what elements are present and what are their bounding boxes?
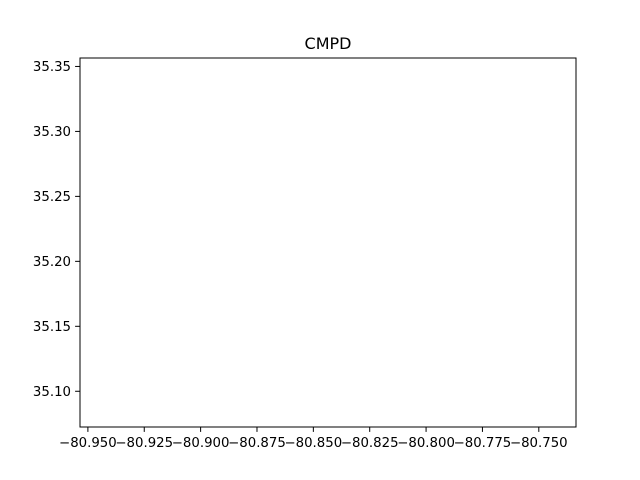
y-tick-label: 35.35 [33,60,71,75]
plot-frame [79,57,577,428]
x-tick-label: −80.900 [172,436,230,451]
y-tick-label: 35.15 [33,320,71,335]
y-tick-label: 35.30 [33,125,71,140]
x-tick-label: −80.800 [397,436,455,451]
x-tick-label: −80.850 [285,436,343,451]
x-tick-label: −80.825 [341,436,399,451]
x-tick-label: −80.925 [115,436,173,451]
x-tick-label: −80.775 [454,436,512,451]
plot-area-background [80,58,576,427]
x-tick-label: −80.950 [59,436,117,451]
x-tick-label: −80.875 [228,436,286,451]
y-tick-label: 35.20 [33,255,71,270]
x-tick-label: −80.750 [510,436,568,451]
x-axis: −80.950−80.925−80.900−80.875−80.850−80.8… [59,427,568,451]
chart-title: CMPD [305,34,352,53]
y-tick-label: 35.25 [33,190,71,205]
y-axis: 35.10 35.15 35.20 35.25 35.30 35.35 [33,60,80,400]
y-tick-label: 35.10 [33,385,71,400]
